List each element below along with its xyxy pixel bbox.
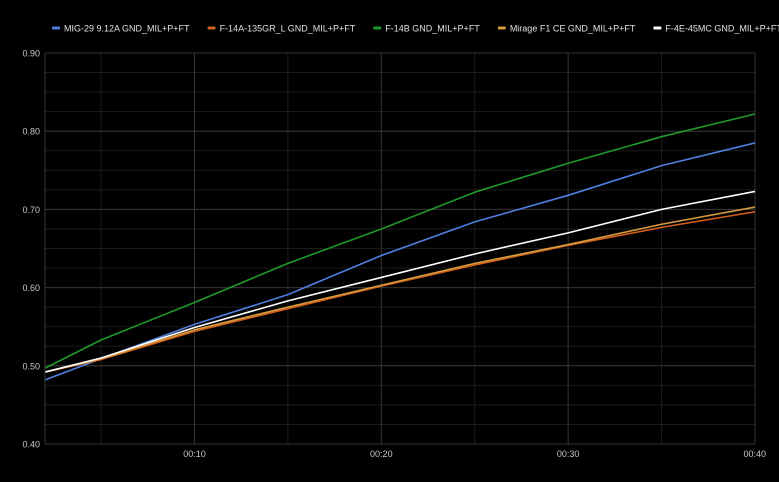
legend-label: MIG-29 9.12A GND_MIL+P+FT (64, 24, 190, 34)
legend-label: F-14B GND_MIL+P+FT (385, 24, 480, 34)
legend: MIG-29 9.12A GND_MIL+P+FT F-14A-135GR_L G… (52, 24, 779, 34)
legend-swatch (207, 26, 216, 30)
y-tick-label: 0.70 (22, 205, 40, 215)
grid (45, 52, 756, 445)
legend-item[interactable]: F-14A-135GR_L GND_MIL+P+FT (207, 24, 356, 34)
legend-item[interactable]: F-4E-45MC GND_MIL+P+FT (653, 24, 779, 34)
legend-item[interactable]: F-14B GND_MIL+P+FT (373, 24, 480, 34)
legend-item[interactable]: Mirage F1 CE GND_MIL+P+FT (497, 24, 636, 34)
legend-item[interactable]: MIG-29 9.12A GND_MIL+P+FT (52, 24, 190, 34)
plot-area (44, 113, 756, 381)
legend-label: Mirage F1 CE GND_MIL+P+FT (510, 24, 636, 34)
legend-swatch (373, 26, 382, 30)
series-line-5 (44, 190, 756, 373)
legend-swatch (497, 26, 506, 30)
axes: 0.40 0.50 0.60 0.70 0.80 0.90 00:10 00:20 00:30 0… (22, 49, 766, 460)
y-tick-label: 0.60 (22, 283, 40, 293)
series-line-4 (44, 206, 756, 373)
x-tick-label: 00:10 (183, 449, 206, 459)
y-tick-label: 0.90 (22, 49, 40, 59)
legend-swatch (653, 26, 662, 30)
series-line-3 (44, 113, 756, 369)
y-tick-label: 0.50 (22, 361, 40, 371)
x-tick-label: 00:40 (743, 449, 766, 459)
legend-label: F-4E-45MC GND_MIL+P+FT (665, 24, 779, 34)
x-tick-label: 00:20 (370, 449, 393, 459)
legend-swatch (52, 26, 60, 30)
legend-label: F-14A-135GR_L GND_MIL+P+FT (220, 24, 356, 34)
x-tick-label: 00:30 (557, 449, 580, 459)
series-line-2 (44, 210, 756, 373)
y-tick-label: 0.80 (22, 127, 40, 137)
y-tick-label: 0.40 (22, 440, 40, 450)
